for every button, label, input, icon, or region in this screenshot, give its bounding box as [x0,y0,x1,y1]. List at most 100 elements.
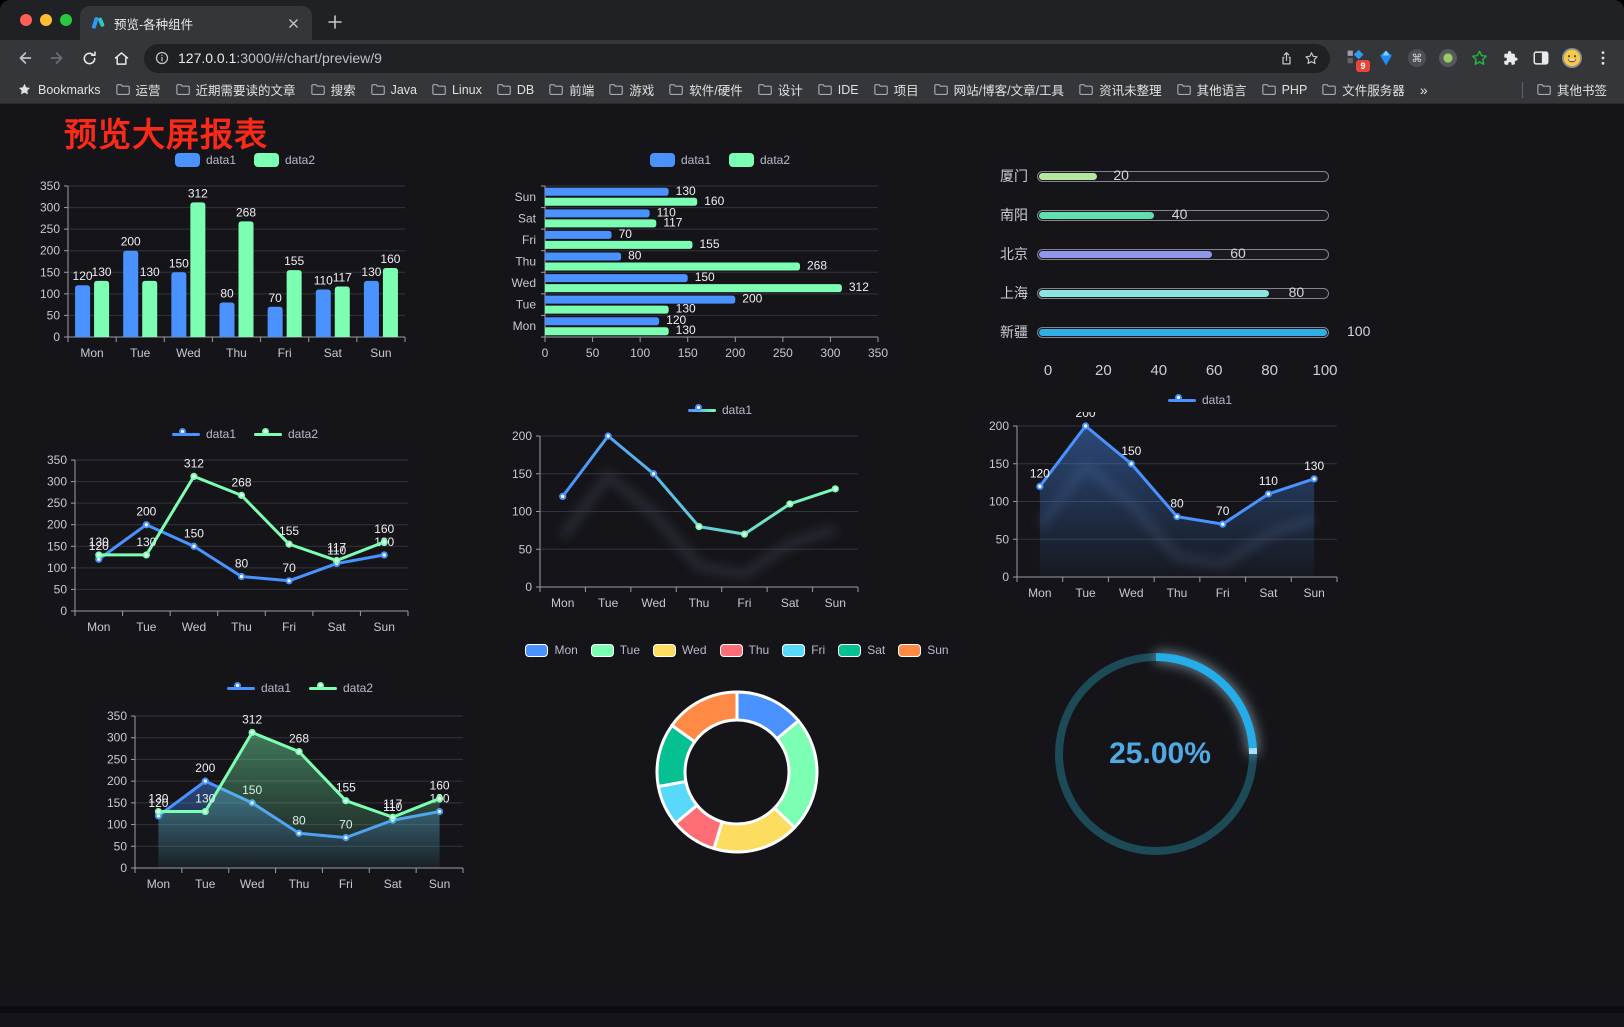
progress-fill [1039,328,1327,336]
bookmark-item[interactable]: PHP [1254,79,1315,100]
bookmark-item[interactable]: 项目 [866,77,926,102]
gem-icon[interactable] [1375,47,1397,69]
legend-item[interactable]: Thu [719,643,769,657]
sidebar-toggle-icon[interactable] [1530,47,1552,69]
svg-text:250: 250 [773,346,793,360]
menu-icon[interactable] [1592,47,1614,69]
gauge-canvas[interactable] [1040,630,1280,880]
progress-label: 上海 [1000,285,1028,301]
bookmarks-overflow-chevron[interactable]: » [1419,81,1428,98]
legend-item[interactable]: Tue [590,643,640,657]
svg-text:200: 200 [40,244,60,258]
horizontal-bar-canvas[interactable]: 0 50 100 150 200 250 300 350 Mon Tue Wed Thu Fri Sat S… [505,172,935,377]
svg-text:130: 130 [1304,459,1324,473]
other-bookmarks-item[interactable]: 其他书签 [1529,77,1614,102]
legend: Mon Tue Wed Thu Fri Sat Sun [525,638,949,662]
bookmark-item[interactable]: 软件/硬件 [661,77,749,102]
share-icon[interactable] [1278,50,1295,67]
browser-tab[interactable]: 预览-各种组件 [80,6,312,40]
zoom-window-button[interactable] [60,14,72,26]
capture-grid-icon[interactable]: 9 [1344,47,1370,72]
url-text: 127.0.0.1:3000/#/chart/preview/9 [178,50,1270,66]
puzzle-icon[interactable] [1499,47,1521,69]
pie-slice-Wed [712,806,797,854]
folder-icon [115,84,130,95]
svg-text:150: 150 [184,526,204,540]
folder-icon [432,84,446,95]
minimize-window-button[interactable] [40,14,52,26]
home-button[interactable] [106,43,136,73]
bookmark-item[interactable]: 游戏 [601,77,661,102]
close-window-button[interactable] [20,14,32,26]
bookmark-star-icon[interactable] [1303,50,1320,67]
bookmark-item[interactable]: 资讯未整理 [1071,77,1169,102]
legend-item[interactable]: data1 [1167,393,1232,407]
bookmarks-manager-item[interactable]: Bookmarks [10,79,108,100]
line-basic-canvas[interactable]: 0 50 100 150 200 250 300 350 Mon Tue Wed Thu Fri Sat S… [30,446,460,651]
svg-text:130: 130 [148,792,168,806]
svg-text:155: 155 [336,781,356,795]
donut-canvas[interactable] [537,662,937,872]
command-icon[interactable]: ⌘ [1406,47,1428,69]
folder-icon [669,84,684,95]
bookmark-item[interactable]: 近期需要读的文章 [168,77,303,102]
page-info-icon[interactable] [154,50,170,66]
chart-horizontal-bar: data1 data2 0 50 100 150 200 250 300 350 Mon Tue We… [505,148,935,382]
legend-item[interactable]: Fri [782,643,825,657]
svg-text:350: 350 [868,346,888,360]
bookmark-item[interactable]: 搜索 [303,77,363,102]
svg-text:312: 312 [242,713,262,727]
legend-item[interactable]: data1 [687,403,753,417]
record-icon[interactable] [1437,47,1459,69]
grouped-bar-canvas[interactable]: 0 50 100 150 200 250 300 350 Mon Tue Wed Thu Fri Sat S… [30,172,460,377]
legend-item[interactable]: data2 [254,153,315,167]
bookmark-item[interactable]: 其他语言 [1169,77,1254,102]
legend-item[interactable]: data2 [309,681,373,695]
chart-ring-gauge: 25.00% [1040,630,1280,880]
svg-text:130: 130 [89,535,109,549]
tab-close-icon[interactable] [284,14,302,32]
legend-item[interactable]: Sat [838,643,885,657]
forward-button[interactable] [42,43,72,73]
bookmark-item[interactable]: 文件服务器 [1314,77,1412,102]
bookmark-item[interactable]: 网站/博客/文章/工具 [926,77,1071,102]
folder-icon [1322,84,1337,95]
svg-text:80: 80 [220,286,234,300]
legend-item[interactable]: data1 [649,153,711,167]
legend-item[interactable]: data1 [174,153,236,167]
tab-strip: 预览-各种组件 [0,0,1624,40]
emoji-avatar-icon[interactable] [1561,47,1583,69]
address-bar[interactable]: 127.0.0.1:3000/#/chart/preview/9 [144,43,1330,73]
reload-button[interactable] [74,43,104,73]
legend-label: data1 [205,153,236,167]
legend-item[interactable]: data2 [729,153,790,167]
svg-text:160: 160 [430,779,450,793]
green-star-icon[interactable] [1468,47,1490,69]
bookmark-item[interactable]: 运营 [108,77,168,102]
svg-text:300: 300 [820,346,840,360]
bookmark-item[interactable]: Java [363,79,424,100]
legend-item[interactable]: data1 [226,681,291,695]
legend-item[interactable]: Sun [898,643,949,657]
legend-swatch [653,643,677,657]
legend-item[interactable]: Wed [653,643,707,657]
progress-label: 北京 [1000,246,1028,262]
new-tab-button[interactable] [320,7,350,37]
bookmark-item[interactable]: Linux [424,79,489,100]
bookmark-item[interactable]: IDE [810,79,866,100]
legend-item[interactable]: data2 [254,427,318,441]
bookmark-item[interactable]: 设计 [750,77,810,102]
legend-label: data1 [721,403,753,417]
line-gradient-canvas[interactable]: 0 50 100 150 200 Mon Tue Wed Thu Fri Sat Sun [505,422,935,627]
legend-label: Wed [682,643,707,657]
bookmark-label: 游戏 [629,84,655,98]
back-button[interactable] [10,43,40,73]
progress-row: 新疆 100 [985,322,1415,342]
series-data2: 130 130 312 268 155 117 160 [545,194,869,337]
area-double-canvas[interactable]: 0 50 100 150 200 250 300 350 Mon Tue Wed Thu Fri Sat S… [85,700,515,910]
bookmark-item[interactable]: 前端 [541,77,601,102]
legend-item[interactable]: Mon [525,643,578,657]
bookmark-item[interactable]: DB [489,79,541,100]
legend-item[interactable]: data1 [171,427,236,441]
